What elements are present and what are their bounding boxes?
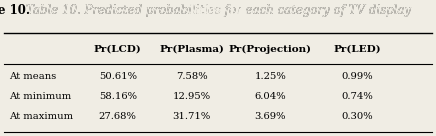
Text: 6.04%: 6.04% bbox=[255, 92, 286, 101]
Text: Pr(Plasma): Pr(Plasma) bbox=[160, 44, 224, 53]
Text: 12.95%: 12.95% bbox=[173, 92, 211, 101]
Text: Table 10. Predicted probabilities for each category of TV display: Table 10. Predicted probabilities for ea… bbox=[25, 4, 411, 17]
Text: At minimum: At minimum bbox=[9, 92, 71, 101]
Text: 1.25%: 1.25% bbox=[255, 72, 286, 81]
Text: Table 10.: Table 10. bbox=[188, 4, 248, 17]
Text: 7.58%: 7.58% bbox=[176, 72, 208, 81]
Text: Pr(Projection): Pr(Projection) bbox=[229, 44, 312, 54]
Text: 0.74%: 0.74% bbox=[342, 92, 373, 101]
Text: 0.30%: 0.30% bbox=[342, 112, 373, 121]
Text: Table 10.: Table 10. bbox=[0, 4, 30, 17]
Text: Pr(LCD): Pr(LCD) bbox=[94, 44, 142, 53]
Text: 58.16%: 58.16% bbox=[99, 92, 137, 101]
Text: Table 10. Predicted probabilities for each category of TV display: Table 10. Predicted probabilities for ea… bbox=[25, 4, 411, 17]
Text: Pr(LED): Pr(LED) bbox=[334, 44, 382, 53]
Text: At maximum: At maximum bbox=[9, 112, 73, 121]
Text: 27.68%: 27.68% bbox=[99, 112, 136, 121]
Text: 31.71%: 31.71% bbox=[173, 112, 211, 121]
Text: 3.69%: 3.69% bbox=[255, 112, 286, 121]
Text: 50.61%: 50.61% bbox=[99, 72, 137, 81]
Text: 0.99%: 0.99% bbox=[342, 72, 373, 81]
Text: At means: At means bbox=[9, 72, 56, 81]
